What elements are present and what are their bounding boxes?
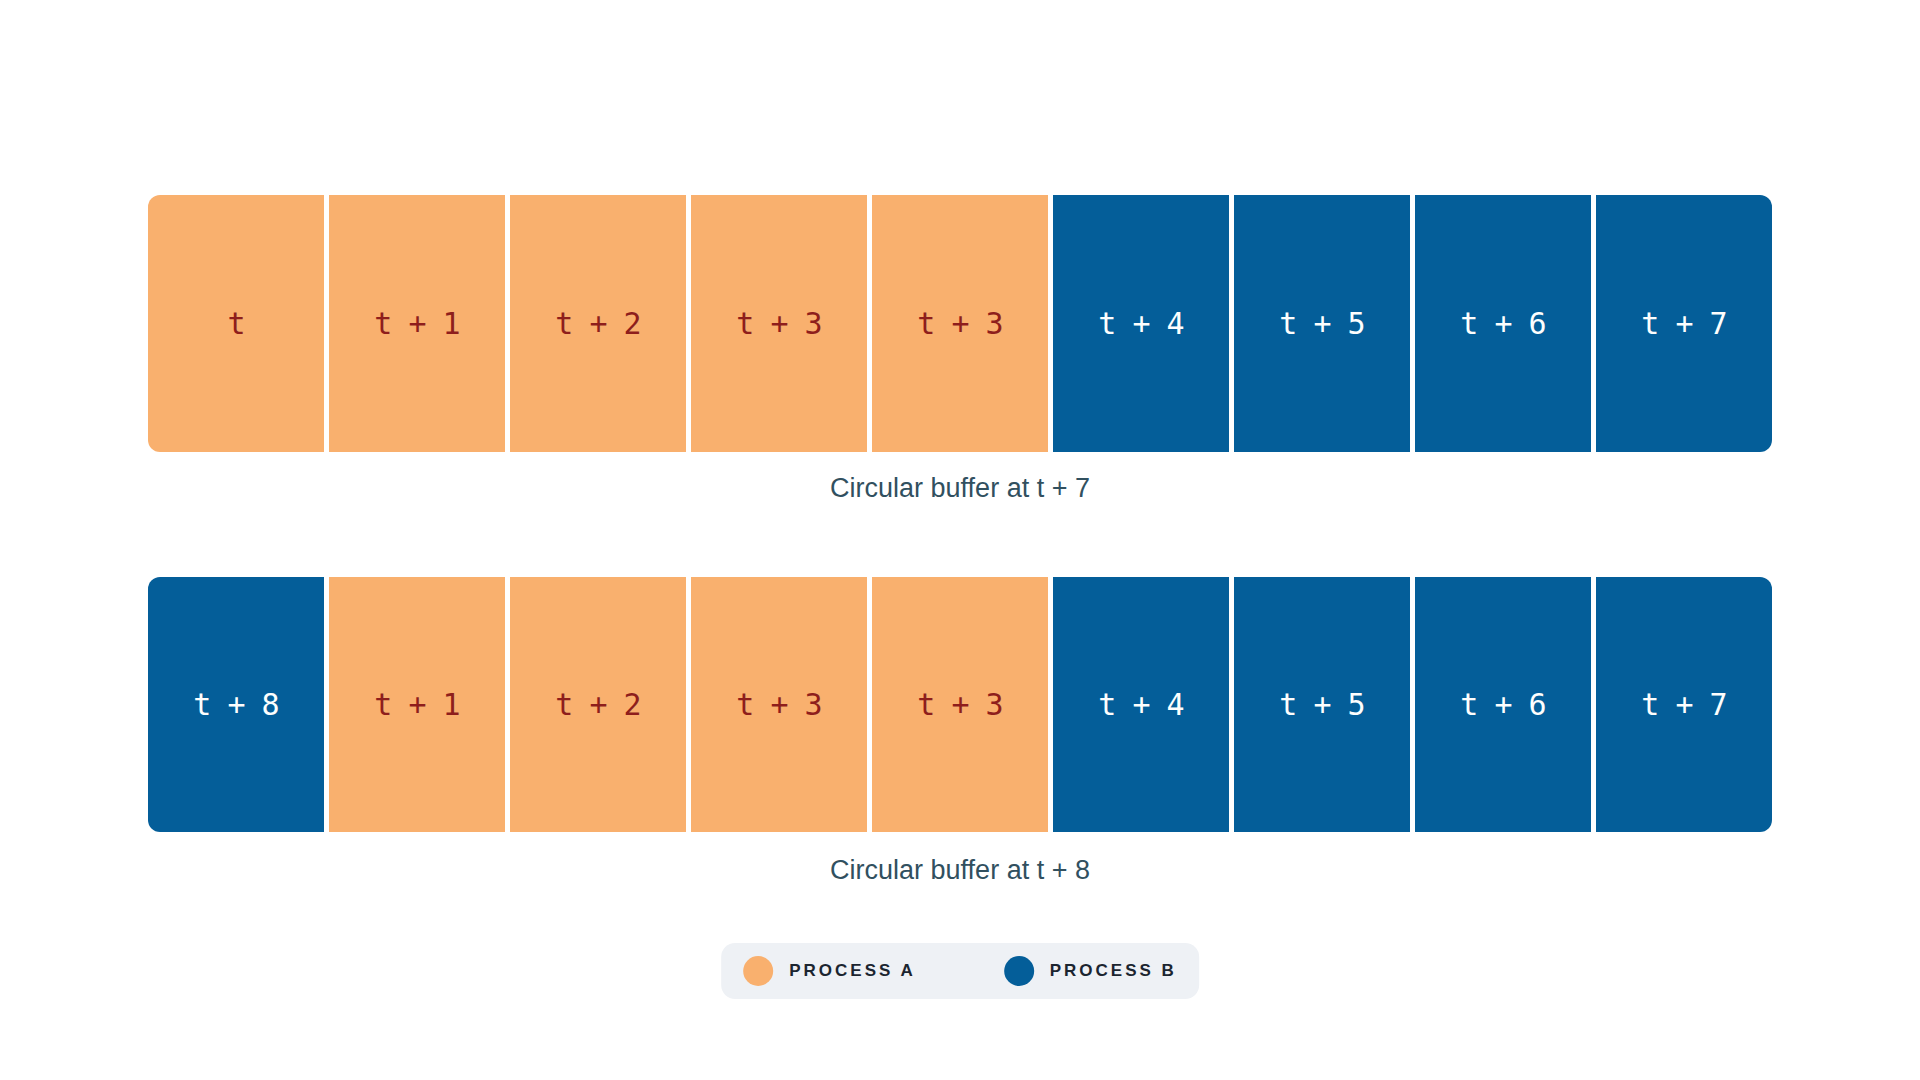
buffer-cell-label: t + 6 [1460, 687, 1545, 722]
buffer-cell-label: t + 8 [193, 687, 278, 722]
process-b-swatch-icon [1004, 956, 1034, 986]
buffer-cell-t+1: t + 1 [329, 195, 505, 452]
buffer-cell-label: t + 2 [555, 687, 640, 722]
buffer-cell-t+3: t + 3 [872, 195, 1048, 452]
buffer-cell-label: t + 6 [1460, 306, 1545, 341]
buffer-cell-label: t + 3 [917, 306, 1002, 341]
buffer-cell-label: t + 5 [1279, 687, 1364, 722]
caption-buffer-t8: Circular buffer at t + 8 [0, 853, 1920, 887]
process-a-swatch-icon [743, 956, 773, 986]
buffer-cell-label: t + 3 [736, 306, 821, 341]
buffer-cell-label: t + 4 [1098, 687, 1183, 722]
caption-buffer-t7: Circular buffer at t + 7 [0, 471, 1920, 505]
buffer-cell-t+8: t + 8 [148, 577, 324, 832]
buffer-cell-t+6: t + 6 [1415, 577, 1591, 832]
buffer-cell-t+7: t + 7 [1596, 577, 1772, 832]
buffer-cell-label: t + 2 [555, 306, 640, 341]
buffer-cell-t+2: t + 2 [510, 195, 686, 452]
buffer-cell-label: t + 1 [374, 306, 459, 341]
legend-label-process-b: PROCESS B [1050, 961, 1177, 981]
legend: PROCESS A PROCESS B [721, 943, 1199, 999]
buffer-cell-t+3: t + 3 [872, 577, 1048, 832]
buffer-cell-label: t + 1 [374, 687, 459, 722]
legend-item-process-a: PROCESS A [743, 956, 916, 986]
buffer-cell-label: t + 4 [1098, 306, 1183, 341]
buffer-cell-t+3: t + 3 [691, 195, 867, 452]
buffer-cell-t: t [148, 195, 324, 452]
buffer-cell-t+6: t + 6 [1415, 195, 1591, 452]
buffer-cell-t+2: t + 2 [510, 577, 686, 832]
legend-item-process-b: PROCESS B [1004, 956, 1177, 986]
circular-buffer-diagram: tt + 1t + 2t + 3t + 3t + 4t + 5t + 6t + … [0, 0, 1920, 1080]
buffer-cell-label: t + 3 [736, 687, 821, 722]
buffer-cell-label: t + 3 [917, 687, 1002, 722]
buffer-cell-label: t + 7 [1641, 306, 1726, 341]
buffer-cell-t+5: t + 5 [1234, 195, 1410, 452]
buffer-cell-t+5: t + 5 [1234, 577, 1410, 832]
buffer-row-t7: t t + 1 t + 2 t + 3 t + 3 t + 4 t + 5 t + 6 t + … [148, 195, 1772, 452]
legend-label-process-a: PROCESS A [789, 961, 916, 981]
buffer-cell-t+1: t + 1 [329, 577, 505, 832]
buffer-cell-label: t + 5 [1279, 306, 1364, 341]
buffer-cell-t+7: t + 7 [1596, 195, 1772, 452]
buffer-cell-t+4: t + 4 [1053, 577, 1229, 832]
buffer-cell-label: t [227, 306, 244, 341]
buffer-cell-label: t + 7 [1641, 687, 1726, 722]
buffer-cell-t+4: t + 4 [1053, 195, 1229, 452]
buffer-row-t8: t + 8 t + 1 t + 2 t + 3 t + 3 t + 4 t + 5 t + 6… [148, 577, 1772, 832]
buffer-cell-t+3: t + 3 [691, 577, 867, 832]
